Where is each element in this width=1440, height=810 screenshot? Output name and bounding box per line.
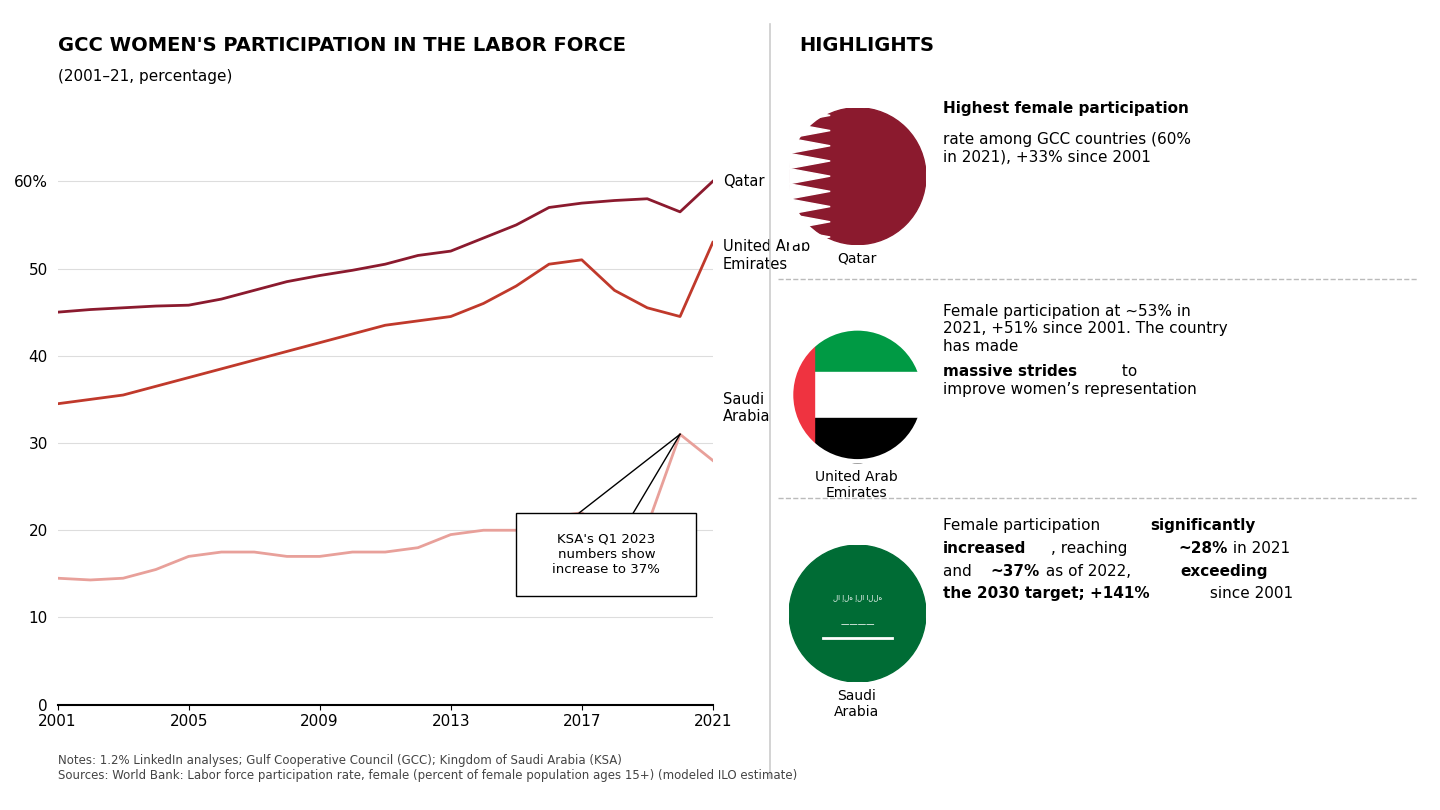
- Text: in 2021: in 2021: [1228, 541, 1290, 556]
- Polygon shape: [789, 199, 831, 214]
- Text: massive strides: massive strides: [943, 364, 1077, 379]
- Polygon shape: [789, 168, 831, 184]
- Polygon shape: [814, 418, 926, 463]
- Text: ——⁠——: ——⁠——: [841, 620, 874, 629]
- Polygon shape: [789, 139, 831, 153]
- Text: Highest female participation: Highest female participation: [943, 101, 1189, 117]
- Polygon shape: [789, 214, 831, 229]
- Text: HIGHLIGHTS: HIGHLIGHTS: [799, 36, 935, 55]
- Polygon shape: [789, 123, 831, 139]
- Polygon shape: [789, 108, 831, 123]
- Text: (2001–21, percentage): (2001–21, percentage): [58, 69, 232, 84]
- Circle shape: [789, 108, 926, 245]
- Circle shape: [789, 326, 926, 463]
- Text: GCC WOMEN'S PARTICIPATION IN THE LABOR FORCE: GCC WOMEN'S PARTICIPATION IN THE LABOR F…: [58, 36, 625, 55]
- Text: improve women’s representation: improve women’s representation: [943, 382, 1197, 398]
- Text: Qatar: Qatar: [723, 174, 765, 189]
- Text: Saudi
Arabia: Saudi Arabia: [723, 392, 770, 424]
- Text: Notes: 1.2% LinkedIn analyses; Gulf Cooperative Council (GCC); Kingdom of Saudi : Notes: 1.2% LinkedIn analyses; Gulf Coop…: [58, 753, 796, 782]
- Text: as of 2022,: as of 2022,: [1041, 564, 1136, 579]
- Text: to: to: [1117, 364, 1138, 379]
- Polygon shape: [814, 372, 926, 418]
- Text: since 2001: since 2001: [1205, 586, 1293, 602]
- Text: United Arab
Emirates: United Arab Emirates: [723, 239, 809, 271]
- Text: rate among GCC countries (60%
in 2021), +33% since 2001: rate among GCC countries (60% in 2021), …: [943, 132, 1191, 164]
- Text: لا إله إلا الله: لا إله إلا الله: [832, 594, 883, 600]
- Text: KSA's Q1 2023
numbers show
increase to 37%: KSA's Q1 2023 numbers show increase to 3…: [553, 533, 661, 576]
- Text: the 2030 target; +141%: the 2030 target; +141%: [943, 586, 1149, 602]
- Text: Saudi
Arabia: Saudi Arabia: [834, 688, 880, 718]
- Circle shape: [789, 545, 926, 682]
- Text: Female participation: Female participation: [943, 518, 1106, 534]
- Polygon shape: [789, 326, 814, 463]
- Polygon shape: [789, 153, 831, 168]
- Text: ~37%: ~37%: [991, 564, 1040, 579]
- Text: Female participation at ~53% in
2021, +51% since 2001. The country
has made: Female participation at ~53% in 2021, +5…: [943, 304, 1228, 353]
- Text: United Arab
Emirates: United Arab Emirates: [815, 470, 899, 500]
- Polygon shape: [789, 229, 831, 245]
- Text: significantly: significantly: [1151, 518, 1256, 534]
- Text: Qatar: Qatar: [837, 251, 877, 265]
- Polygon shape: [814, 326, 926, 372]
- Text: , reaching: , reaching: [1051, 541, 1132, 556]
- Text: increased: increased: [943, 541, 1027, 556]
- FancyBboxPatch shape: [516, 513, 697, 595]
- Text: and: and: [943, 564, 976, 579]
- Polygon shape: [789, 184, 831, 199]
- Text: exceeding: exceeding: [1181, 564, 1269, 579]
- Text: ~28%: ~28%: [1178, 541, 1227, 556]
